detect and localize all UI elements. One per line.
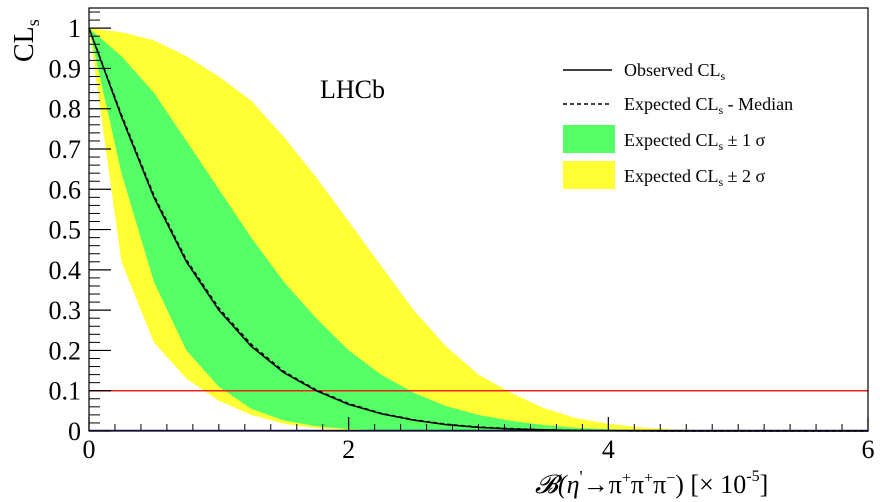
x-tick-label: 6 [862, 435, 875, 464]
axis-ticks [88, 11, 869, 432]
y-tick-label: 0.2 [49, 336, 82, 365]
y-tick-label: 0.4 [49, 256, 82, 285]
y-tick-label: 0.9 [49, 54, 82, 83]
y-tick-label: 0.1 [49, 377, 82, 406]
x-axis-label-exp: -5 [746, 468, 759, 485]
y-tick-label: 0.8 [49, 95, 82, 124]
lhcb-watermark: LHCb [320, 75, 385, 104]
y-tick-label: 0.7 [49, 135, 82, 164]
x-axis-label-prime: ' [580, 467, 583, 487]
x-tick-label: 0 [83, 435, 96, 464]
x-axis-label-pre: 𝓑(η [535, 470, 580, 499]
x-axis-label-minus: − [666, 470, 675, 487]
y-tick-label: 1 [68, 14, 81, 43]
x-axis-label-pi3: π [653, 470, 666, 499]
y-tick-label: 0.5 [49, 216, 82, 245]
x-tick-label: 2 [342, 435, 355, 464]
legend-swatch [563, 161, 615, 189]
band-1-sigma [89, 28, 868, 431]
legend-label: Expected CLs - Median [624, 94, 793, 117]
x-axis-label: 𝓑(η'→π+π+π−) [× 10-5] [535, 467, 768, 499]
x-axis-label-scale: ) [× 10 [675, 470, 746, 499]
x-axis-label-plus2: + [644, 470, 653, 487]
tick-labels: 0 2 4 600.10.20.30.40.50.60.70.80.91 [49, 14, 875, 464]
x-axis-label-close: ] [760, 470, 769, 499]
y-axis-label: CLs [9, 19, 43, 62]
y-axis-label-main: CL [9, 26, 40, 62]
x-axis-label-pi2: π [631, 470, 644, 499]
y-tick-label: 0 [68, 417, 81, 446]
bands-layer [89, 28, 868, 431]
legend-swatch [563, 125, 615, 153]
legend-label: Observed CLs [624, 60, 725, 83]
legend: Observed CLs Expected CLs - Median Expecte… [563, 60, 793, 189]
legend-label: Expected CLs ± 1 σ [624, 130, 766, 153]
y-tick-label: 0.6 [49, 175, 82, 204]
y-axis-label-sub: s [23, 19, 43, 26]
x-tick-label: 4 [602, 435, 615, 464]
x-axis-label-plus1: + [622, 470, 631, 487]
y-tick-label: 0.3 [49, 296, 82, 325]
x-axis-label-arrow: →π [583, 470, 622, 499]
legend-label: Expected CLs ± 2 σ [624, 166, 766, 189]
